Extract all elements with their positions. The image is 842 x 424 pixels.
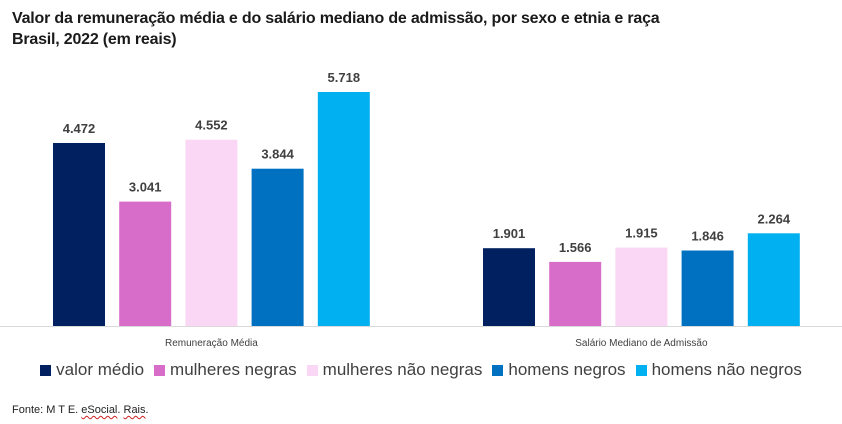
chart-title: Valor da remuneração média e do salário … xyxy=(12,8,660,50)
legend-label: homens negros xyxy=(508,360,626,379)
data-label: 1.566 xyxy=(559,240,592,255)
data-label: 4.552 xyxy=(195,118,228,133)
legend-item: valor médio xyxy=(40,360,144,380)
bar-2-0 xyxy=(185,139,238,326)
data-label: 3.041 xyxy=(129,180,162,195)
bar-4-0 xyxy=(317,92,370,326)
data-label: 3.844 xyxy=(261,147,294,162)
legend-item: homens negros xyxy=(492,360,626,380)
legend-label: valor médio xyxy=(56,360,145,379)
data-label: 1.915 xyxy=(625,226,658,241)
data-label: 2.264 xyxy=(758,211,791,226)
legend-item: mulheres não negras xyxy=(306,360,483,380)
source-note: Fonte: M T E. eSocial. Rais. xyxy=(12,404,149,416)
legend-label: homens não negros xyxy=(651,360,802,379)
bar-0-0 xyxy=(53,143,105,326)
legend-swatch xyxy=(635,364,647,376)
legend-label: mulheres negras xyxy=(170,360,297,379)
bar-4-1 xyxy=(747,233,800,326)
source-suffix: . xyxy=(145,404,149,416)
x-tick-label: Remuneração Média xyxy=(165,338,258,349)
source-prefix: Fonte: M T E. xyxy=(12,404,82,416)
bar-2-1 xyxy=(615,247,668,326)
bar-3-0 xyxy=(251,168,304,326)
bar-0-1 xyxy=(483,248,535,326)
chart-legend: valor médio mulheres negras mulheres não n… xyxy=(0,360,842,381)
legend-swatch xyxy=(492,364,504,376)
data-label: 1.901 xyxy=(493,226,526,241)
title-line-2: Brasil, 2022 (em reais) xyxy=(12,31,177,48)
source-sep: . xyxy=(117,404,124,416)
data-label: 4.472 xyxy=(63,121,96,136)
source-rais: Rais xyxy=(123,404,146,416)
data-label: 5.718 xyxy=(328,70,361,85)
bar-1-0 xyxy=(119,201,172,326)
legend-swatch xyxy=(306,364,318,376)
legend-swatch xyxy=(40,364,52,376)
bar-chart: 4.472 3.041 4.552 3.844 5.718 Remuneração Méd… xyxy=(0,70,842,349)
data-label: 1.846 xyxy=(691,229,724,244)
x-tick-label: Salário Mediano de Admissão xyxy=(575,338,708,349)
legend-swatch xyxy=(154,364,166,376)
title-line-1: Valor da remuneração média e do salário … xyxy=(12,10,660,27)
bar-1-1 xyxy=(549,261,602,326)
legend-item: mulheres negras xyxy=(154,360,297,380)
legend-label: mulheres não negras xyxy=(322,360,483,379)
source-esocial: eSocial xyxy=(81,404,118,416)
bar-3-1 xyxy=(681,250,734,326)
legend-item: homens não negros xyxy=(635,360,802,380)
